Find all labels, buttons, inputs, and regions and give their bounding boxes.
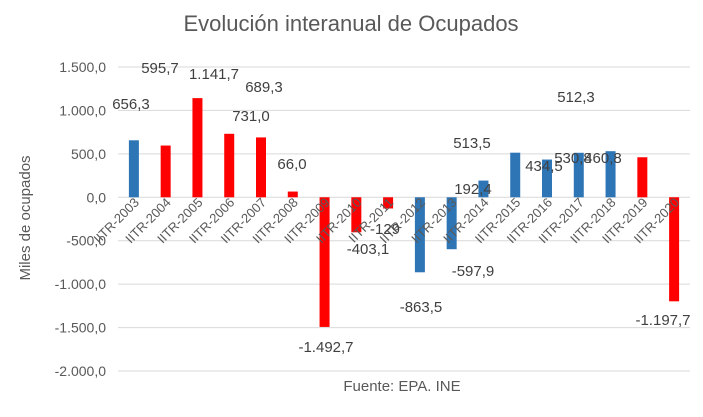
bar (160, 145, 171, 198)
y-tick-label: 1.000,0 (59, 102, 106, 118)
bar (287, 191, 298, 198)
data-label: 192,4 (454, 181, 492, 198)
data-label: -403,1 (347, 241, 390, 258)
data-label: 434,5 (525, 158, 563, 175)
data-label: 1.141,7 (189, 66, 239, 83)
bar (224, 133, 235, 198)
bar (542, 159, 552, 198)
bar (573, 152, 584, 198)
chart-title: Evolución interanual de Ocupados (183, 11, 518, 36)
bar (128, 140, 139, 198)
data-label: 689,3 (245, 79, 283, 96)
bar (637, 157, 648, 198)
bar (192, 98, 203, 198)
source-note: Fuente: EPA. INE (343, 378, 460, 395)
bar (414, 197, 425, 273)
bar (478, 180, 489, 198)
bar (383, 197, 394, 209)
y-tick-label: 0,0 (87, 189, 107, 205)
y-tick-label: -2.000,0 (55, 363, 107, 379)
data-label: 460,8 (584, 150, 622, 167)
bar (669, 197, 680, 302)
data-labels: 656,3 595,7 1.141,7 731,0 689,3 66,0 -1.492,7 -… (112, 60, 690, 356)
data-label: 513,5 (453, 135, 491, 152)
data-label: 530,8 (554, 150, 592, 167)
y-tick-label: -1.500,0 (55, 320, 107, 336)
gridlines (118, 66, 690, 372)
bar (256, 137, 266, 198)
bar (446, 197, 457, 250)
bar (605, 151, 616, 198)
data-label: -1.197,7 (635, 312, 690, 329)
y-axis-label: Miles de ocupados (17, 155, 34, 280)
data-label: 66,0 (277, 156, 306, 173)
data-label: 656,3 (112, 96, 150, 113)
data-label: -863,5 (400, 299, 443, 316)
y-tick-label: 1.500,0 (59, 59, 106, 75)
data-label: -129 (370, 221, 400, 238)
bar (319, 197, 330, 327)
y-axis-ticks: 1.500,0 1.000,0 500,0 0,0 -500,0 -1.000,0 -1.5… (55, 59, 107, 379)
y-tick-label: -1.000,0 (55, 276, 107, 292)
data-label: 595,7 (141, 60, 179, 77)
y-tick-label: -500,0 (66, 233, 106, 249)
y-tick-label: 500,0 (71, 146, 106, 162)
data-label: -1.492,7 (298, 339, 353, 356)
bar (510, 152, 521, 198)
bars (128, 98, 680, 327)
bar (351, 197, 362, 233)
data-label: 731,0 (232, 108, 270, 125)
data-label: -597,9 (452, 263, 495, 280)
data-label: 512,3 (557, 89, 595, 106)
